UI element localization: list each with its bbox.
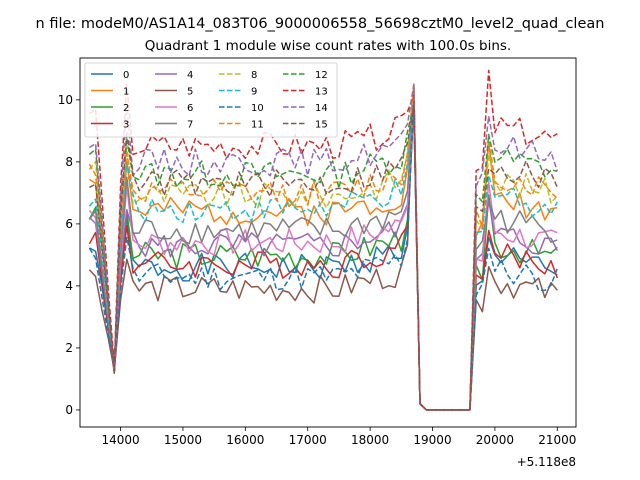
legend-label-2: 2 [123,103,129,114]
chart-title: Quadrant 1 module wise count rates with … [145,38,511,54]
legend-label-5: 5 [187,87,193,98]
legend-label-3: 3 [123,120,129,131]
legend-label-15: 15 [315,120,328,131]
y-tick-label: 6 [65,217,73,231]
legend-label-1: 1 [123,87,129,98]
series-line-6 [88,105,558,411]
legend-label-0: 0 [123,70,129,81]
series-line-9 [88,105,558,411]
y-tick-label: 10 [58,93,73,107]
series-line-5 [88,83,558,411]
legend-label-11: 11 [251,120,264,131]
x-offset-label: +5.118e8 [517,455,576,469]
series-line-10 [88,94,559,411]
legend-label-6: 6 [187,103,193,114]
legend-label-9: 9 [251,87,257,98]
x-tick-label: 19000 [413,433,451,447]
series-line-15 [89,105,558,411]
series-layer [88,69,559,411]
legend-label-7: 7 [187,120,193,131]
series-line-0 [89,105,558,411]
y-tick-label: 4 [65,279,73,293]
series-line-13 [88,69,558,411]
x-tick-label: 16000 [226,433,264,447]
y-tick-label: 8 [65,155,73,169]
x-tick-label: 15000 [164,433,202,447]
legend-label-13: 13 [315,87,328,98]
legend-box [84,62,338,138]
series-line-12 [88,105,558,411]
series-line-3 [88,105,559,411]
series-line-14 [89,83,559,411]
legend-label-12: 12 [315,70,328,81]
suptitle: n file: modeM0/AS1A14_083T06_9000006558_… [36,16,605,32]
axes-layer: 14000 15000 16000 17000 18000 19000 20000 21000… [58,93,577,447]
x-tick-label: 20000 [476,433,514,447]
x-tick-label: 18000 [351,433,389,447]
series-line-2 [88,83,558,411]
x-tick-label: 21000 [538,433,576,447]
x-tick-label: 17000 [289,433,327,447]
legend-label-10: 10 [251,103,264,114]
plot-frame [79,57,577,428]
series-line-7 [88,94,558,411]
legend-label-4: 4 [187,70,193,81]
y-tick-label: 2 [65,341,73,355]
legend-label-8: 8 [251,70,257,81]
legend-label-14: 14 [315,103,328,114]
y-tick-label: 0 [65,403,73,417]
series-line-1 [88,94,558,411]
x-tick-label: 14000 [101,433,139,447]
